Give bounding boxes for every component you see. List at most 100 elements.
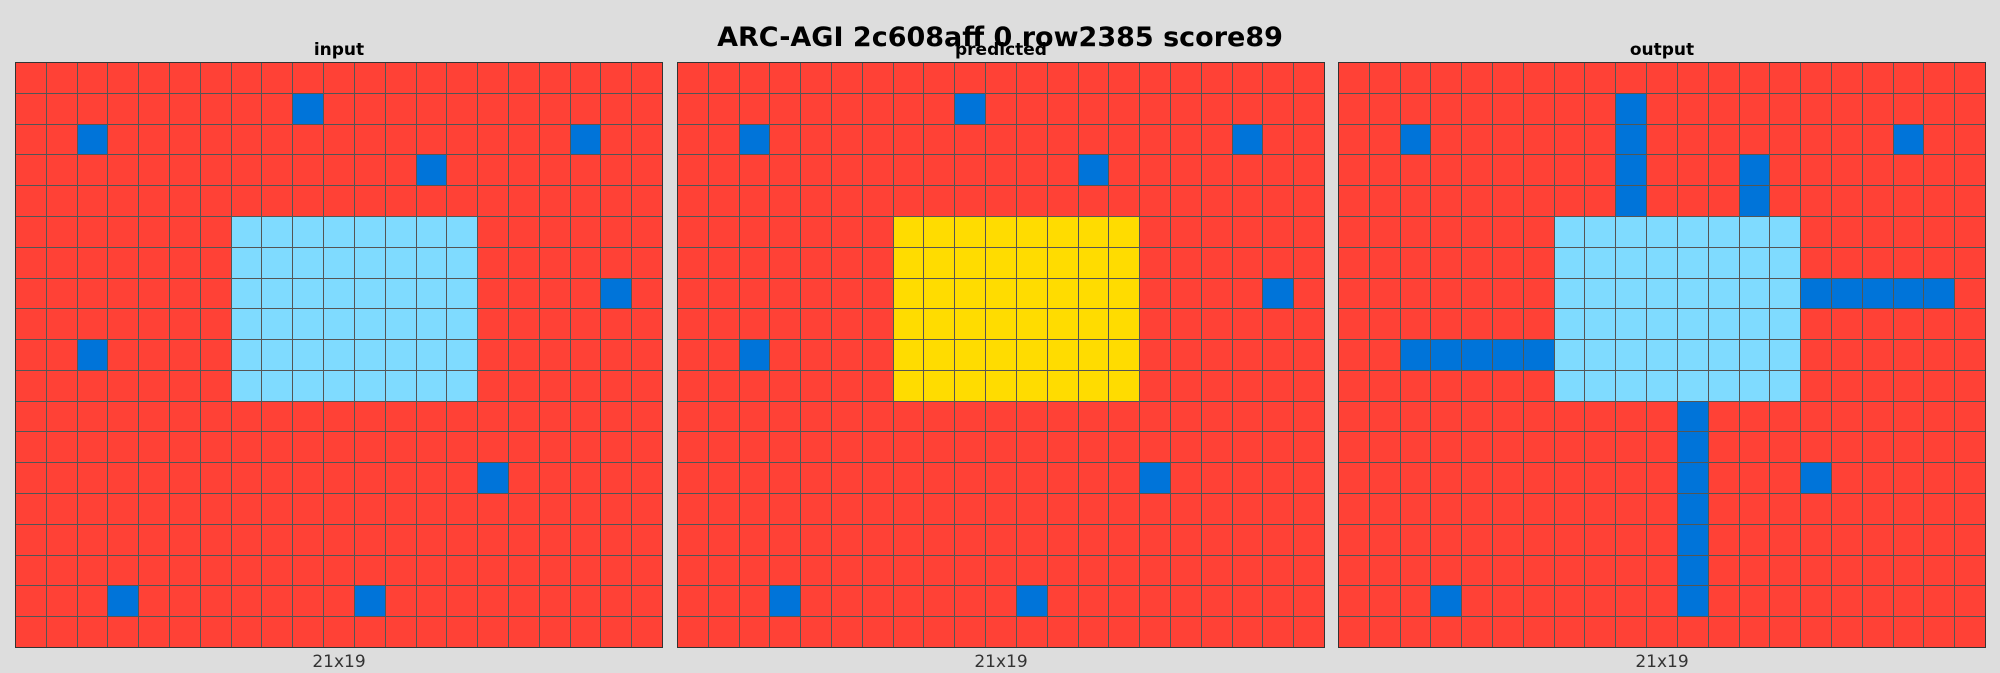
output-cell	[1400, 340, 1431, 370]
input-cell	[354, 247, 385, 278]
predicted-cell	[986, 155, 1016, 186]
input-cell	[601, 186, 632, 216]
predicted-cell	[955, 494, 986, 524]
input-cell	[77, 463, 108, 494]
output-cell	[1770, 63, 1801, 93]
output-cell	[1893, 309, 1924, 340]
predicted-cell	[924, 309, 955, 340]
output-cell	[1616, 155, 1647, 186]
input-cell	[539, 370, 570, 401]
input-cell	[539, 247, 570, 278]
input-cell	[16, 247, 46, 278]
predicted-cell	[739, 401, 770, 432]
predicted-cell	[1263, 432, 1294, 463]
predicted-cell	[1232, 524, 1263, 555]
input-cell	[324, 432, 354, 463]
predicted-cell	[801, 524, 832, 555]
predicted-cell	[1016, 617, 1047, 647]
input-cell	[170, 186, 200, 216]
output-cell	[1647, 216, 1677, 247]
predicted-cell	[986, 586, 1016, 617]
input-cell	[170, 278, 200, 309]
output-cell	[1616, 370, 1647, 401]
input-cell	[570, 370, 601, 401]
predicted-cell	[770, 586, 801, 617]
output-cell	[1431, 524, 1462, 555]
predicted-cell	[1294, 463, 1324, 494]
input-panel: input 21x19	[15, 38, 663, 673]
predicted-cell	[986, 93, 1016, 124]
predicted-cell	[986, 555, 1016, 586]
predicted-cell	[893, 340, 924, 370]
output-cell	[1462, 186, 1493, 216]
input-cell	[200, 555, 231, 586]
predicted-cell	[678, 432, 708, 463]
output-cell	[1801, 494, 1831, 524]
output-cell	[1339, 617, 1369, 647]
output-cell	[1647, 555, 1677, 586]
input-cell	[46, 93, 77, 124]
input-cell	[293, 124, 324, 155]
input-cell	[139, 555, 170, 586]
predicted-cell	[1140, 63, 1170, 93]
input-cell	[324, 463, 354, 494]
predicted-cell	[862, 401, 893, 432]
input-cell	[293, 401, 324, 432]
output-cell	[1739, 309, 1770, 340]
input-cell	[293, 370, 324, 401]
output-cell	[1955, 247, 1985, 278]
input-cell	[447, 93, 478, 124]
input-cell	[293, 617, 324, 647]
input-cell	[200, 524, 231, 555]
output-cell	[1801, 216, 1831, 247]
input-cell	[601, 63, 632, 93]
output-cell	[1369, 155, 1400, 186]
predicted-panel-title: predicted	[955, 40, 1047, 60]
input-cell	[293, 463, 324, 494]
input-cell	[570, 124, 601, 155]
output-cell	[1493, 124, 1523, 155]
output-cell	[1955, 155, 1985, 186]
predicted-cell	[1170, 186, 1201, 216]
predicted-cell	[862, 340, 893, 370]
input-cell	[632, 124, 662, 155]
predicted-cell	[832, 278, 862, 309]
output-cell	[1616, 524, 1647, 555]
predicted-cell	[770, 370, 801, 401]
predicted-cell	[1047, 124, 1078, 155]
output-cell	[1677, 370, 1708, 401]
predicted-cell	[678, 124, 708, 155]
predicted-cell	[1047, 494, 1078, 524]
input-cell	[324, 370, 354, 401]
input-cell	[77, 186, 108, 216]
input-cell	[478, 186, 508, 216]
predicted-cell	[801, 432, 832, 463]
input-cell	[108, 93, 139, 124]
input-cell	[601, 586, 632, 617]
predicted-cell	[1109, 617, 1140, 647]
predicted-cell	[1047, 247, 1078, 278]
output-cell	[1893, 186, 1924, 216]
output-cell	[1493, 247, 1523, 278]
predicted-cell	[678, 586, 708, 617]
output-cell	[1955, 186, 1985, 216]
predicted-cell	[1109, 247, 1140, 278]
input-cell	[139, 370, 170, 401]
predicted-cell	[1078, 63, 1109, 93]
predicted-cell	[1263, 340, 1294, 370]
predicted-cell	[1109, 278, 1140, 309]
input-cell	[231, 401, 262, 432]
output-cell	[1862, 370, 1893, 401]
output-cell	[1585, 524, 1616, 555]
output-cell	[1708, 309, 1739, 340]
predicted-cell	[678, 463, 708, 494]
input-cell	[77, 93, 108, 124]
predicted-cell	[1140, 155, 1170, 186]
predicted-cell	[678, 555, 708, 586]
input-cell	[324, 524, 354, 555]
predicted-cell	[1263, 370, 1294, 401]
input-cell	[262, 555, 293, 586]
output-cell	[1770, 524, 1801, 555]
output-cell	[1462, 586, 1493, 617]
input-cell	[632, 63, 662, 93]
